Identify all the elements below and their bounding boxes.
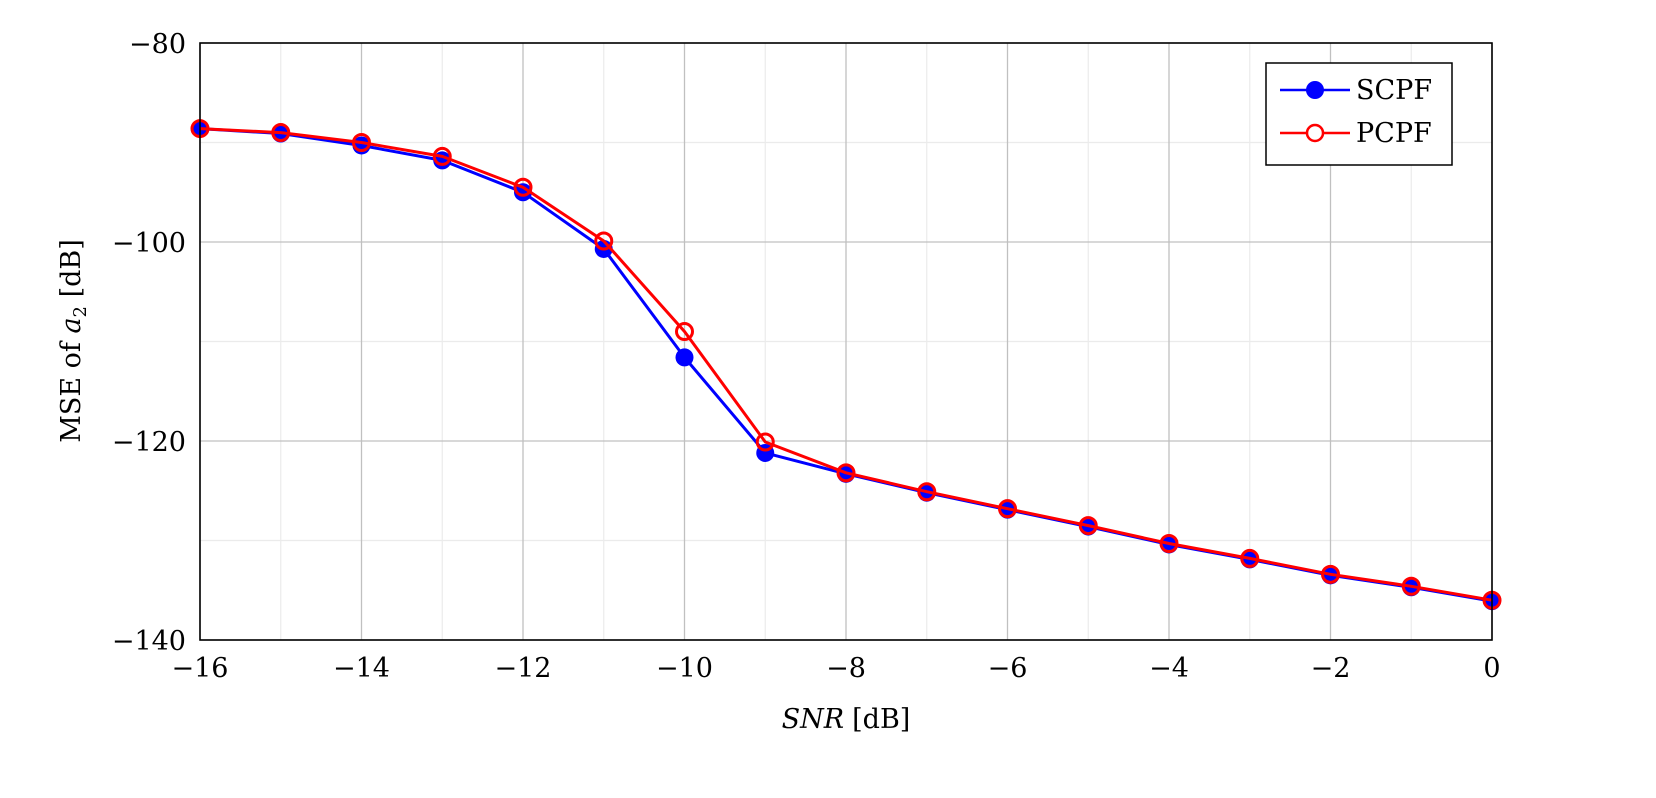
y-tick-label: −80: [129, 29, 186, 60]
data-point: [917, 482, 937, 502]
data-point: [1159, 533, 1179, 553]
legend: SCPF PCPF: [1265, 62, 1453, 166]
x-tick-label: −2: [1311, 653, 1351, 684]
data-point: [514, 183, 532, 202]
y-tick-label: −140: [112, 626, 186, 657]
data-point: [1078, 516, 1098, 536]
legend-label-pcpf: PCPF: [1356, 118, 1432, 149]
data-point: [675, 348, 694, 367]
x-tick-label: −14: [333, 653, 390, 684]
data-point: [1240, 548, 1260, 568]
plot-frame: [199, 42, 1493, 641]
open-circle-marker-icon: [1305, 123, 1325, 143]
data-point: [675, 322, 694, 342]
legend-item-scpf: SCPF: [1280, 75, 1432, 106]
x-tick-label: −10: [656, 653, 713, 684]
x-axis-ticks: −16 −14 −12 −10 −8 −6 −4 −2 0: [172, 653, 1501, 684]
x-tick-label: −12: [495, 653, 552, 684]
data-point: [1321, 564, 1340, 584]
x-axis-label: SNR [dB]: [782, 704, 911, 735]
x-tick-label: −8: [826, 653, 866, 684]
data-point: [594, 231, 614, 251]
legend-item-pcpf: PCPF: [1280, 118, 1432, 149]
data-point: [998, 499, 1017, 519]
legend-box: [1265, 62, 1453, 166]
data-point: [513, 177, 533, 197]
data-point: [271, 123, 291, 143]
x-tick-label: 0: [1483, 653, 1500, 684]
data-point: [352, 133, 371, 152]
legend-label-scpf: SCPF: [1356, 75, 1432, 106]
x-tick-label: −6: [988, 653, 1028, 684]
y-tick-label: −100: [112, 228, 186, 259]
data-point: [836, 463, 856, 483]
x-tick-label: −16: [172, 653, 229, 684]
data-point: [1401, 576, 1421, 596]
series-layer: [190, 119, 1502, 611]
x-tick-label: −4: [1149, 653, 1189, 684]
data-point: [432, 146, 452, 166]
filled-circle-marker-icon: [1306, 81, 1324, 99]
data-point: [755, 432, 775, 452]
y-axis-ticks: −80 −100 −120 −140: [112, 29, 186, 657]
y-axis-label: MSE of a2 [dB]: [56, 239, 91, 443]
y-tick-label: −120: [112, 427, 186, 458]
